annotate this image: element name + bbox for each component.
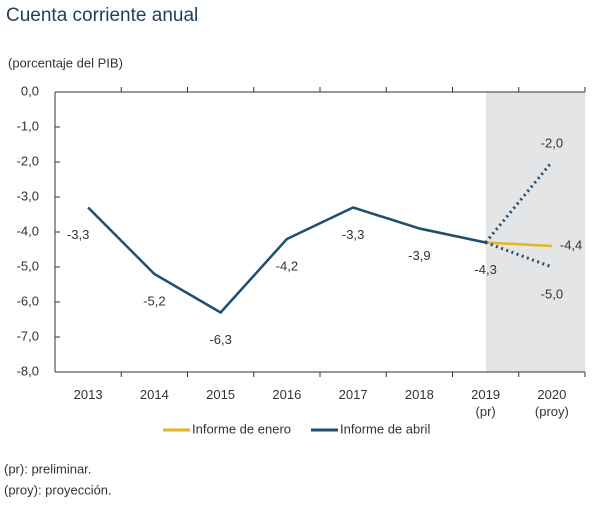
- x-tick-label: 2016: [272, 387, 301, 402]
- projection-shade: [486, 92, 585, 372]
- chart-title: Cuenta corriente anual: [6, 5, 198, 26]
- data-label: -4,3: [474, 262, 496, 277]
- note: (pr): preliminar.: [4, 461, 91, 476]
- x-tick-label: 2013: [74, 387, 103, 402]
- x-tick-label: 2020 (proy): [535, 387, 569, 419]
- y-tick-label: -5,0: [17, 258, 39, 273]
- x-tick-label: 2014: [140, 387, 169, 402]
- x-tick-label: 2019 (pr): [471, 387, 500, 419]
- data-label: -5,2: [143, 293, 165, 308]
- series-line: [484, 161, 554, 244]
- data-label: -3,3: [342, 227, 364, 242]
- x-tick-label: 2015: [206, 387, 235, 402]
- data-label: -3,3: [67, 227, 89, 242]
- data-label: -4,2: [276, 258, 298, 273]
- y-tick-label: -8,0: [17, 363, 39, 378]
- series-line: [485, 241, 553, 269]
- chart-subtitle: (porcentaje del PIB): [8, 55, 123, 70]
- y-tick-label: -3,0: [17, 188, 39, 203]
- y-tick-label: -4,0: [17, 223, 39, 238]
- data-label: -5,0: [541, 286, 563, 301]
- legend-label: Informe de enero: [192, 421, 291, 436]
- y-tick-label: -6,0: [17, 293, 39, 308]
- x-tick-label: 2017: [339, 387, 368, 402]
- series-line: [87, 206, 486, 315]
- y-tick-label: -1,0: [17, 118, 39, 133]
- data-label: -6,3: [209, 332, 231, 347]
- x-tick-label: 2018: [405, 387, 434, 402]
- y-tick-label: -2,0: [17, 153, 39, 168]
- y-tick-label: -7,0: [17, 328, 39, 343]
- data-label: -4,4: [560, 237, 582, 252]
- data-label: -3,9: [408, 248, 430, 263]
- y-tick-label: 0,0: [21, 83, 39, 98]
- note: (proy): proyección.: [4, 482, 112, 497]
- data-label: -2,0: [541, 135, 563, 150]
- legend-label: Informe de abril: [340, 421, 430, 436]
